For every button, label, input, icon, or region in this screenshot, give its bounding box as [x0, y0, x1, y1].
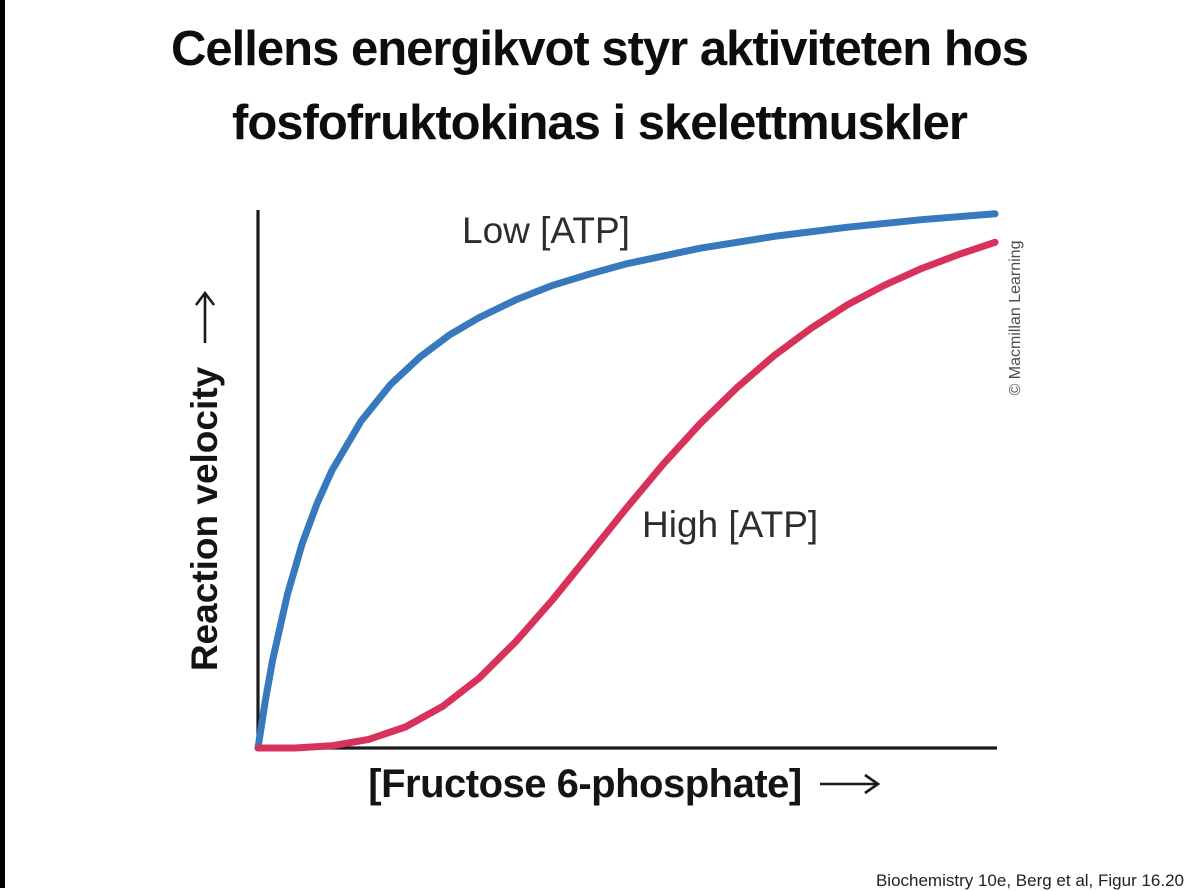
- x-axis-label-text: [Fructose 6-phosphate]: [368, 761, 802, 806]
- y-axis-label: Reaction velocity: [177, 220, 233, 740]
- copyright-vertical-text: © Macmillan Learning: [1007, 240, 1024, 396]
- slide-title: Cellens energikvot styr aktiviteten hos …: [5, 12, 1194, 160]
- x-axis-arrow-icon: [819, 773, 881, 795]
- slide-title-line-2: fosfofruktokinas i skelettmuskler: [232, 96, 968, 150]
- plot-canvas: [254, 210, 999, 752]
- series-label-high-atp: High [ATP]: [642, 504, 819, 545]
- series-label-low-atp: Low [ATP]: [462, 210, 630, 251]
- slide-left-edge-bar: [0, 0, 5, 888]
- series-curve-low-atp: [254, 210, 999, 752]
- y-axis-arrow-icon: [194, 290, 216, 343]
- enzyme-kinetics-chart: [240, 190, 1030, 775]
- series-curve-high-atp: [254, 238, 999, 752]
- attribution-text: Biochemistry 10e, Berg et al, Figur 16.2…: [875, 871, 1184, 890]
- y-axis-label-text: Reaction velocity: [184, 366, 225, 672]
- slide-title-line-1: Cellens energikvot styr aktiviteten hos: [171, 22, 1029, 76]
- x-axis-label: [Fructose 6-phosphate]: [255, 758, 995, 810]
